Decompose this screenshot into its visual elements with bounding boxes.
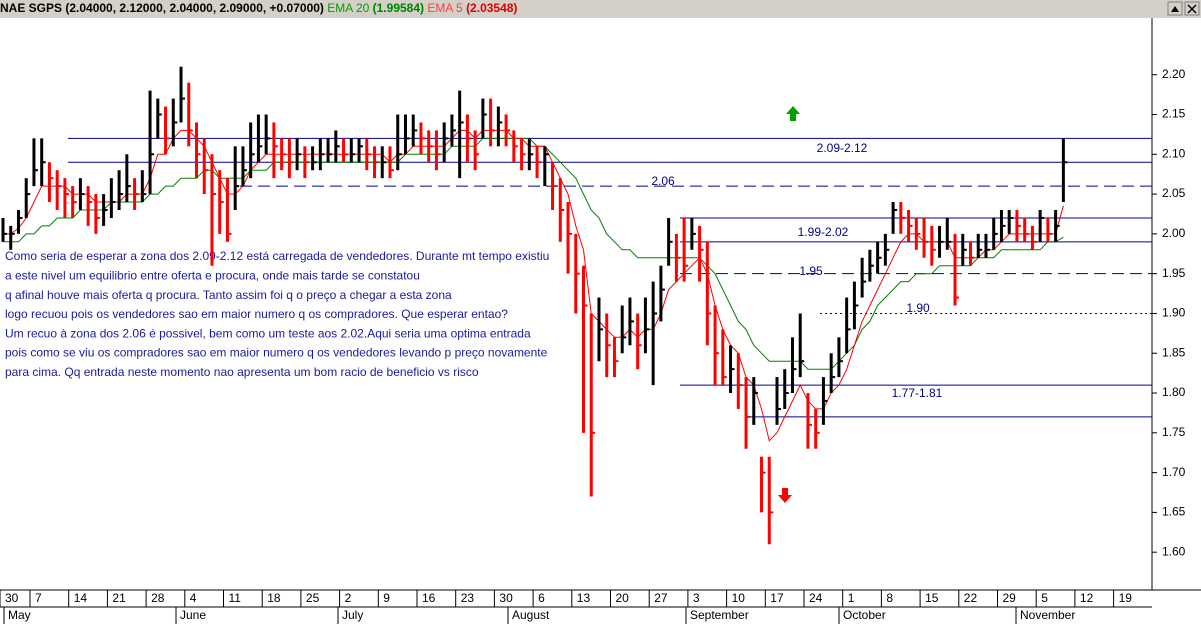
- month-label: November: [1020, 608, 1075, 622]
- y-tick-label: 1.60: [1162, 544, 1186, 558]
- x-tick-label: 29: [1003, 591, 1017, 605]
- down-arrow: [778, 488, 792, 503]
- ema20-value: (1.99584): [373, 1, 424, 15]
- y-tick-label: 2.10: [1162, 146, 1186, 160]
- x-tick-label: 17: [770, 591, 784, 605]
- header-bar: [0, 0, 1201, 18]
- x-tick-label: 28: [151, 591, 165, 605]
- x-tick-label: 18: [267, 591, 281, 605]
- x-tick-label: 27: [654, 591, 668, 605]
- y-tick-label: 1.85: [1162, 345, 1186, 359]
- level-label: 1.90: [906, 301, 930, 315]
- x-tick-label: 3: [693, 591, 700, 605]
- level-label: 2.09-2.12: [817, 141, 868, 155]
- ema-line: [3, 129, 1064, 442]
- month-label: September: [690, 608, 749, 622]
- annotation-line: para cima. Qq entrada neste momento nao …: [5, 365, 479, 379]
- x-tick-label: 10: [732, 591, 746, 605]
- x-tick-label: 22: [964, 591, 978, 605]
- ema5-value: (2.03548): [466, 1, 517, 15]
- annotation: Como seria de esperar a zona dos 2.09-2.…: [5, 249, 549, 379]
- x-tick-label: 30: [5, 591, 19, 605]
- y-tick-label: 2.20: [1162, 67, 1186, 81]
- x-icon: [1187, 4, 1197, 14]
- month-label: October: [843, 608, 886, 622]
- y-tick-label: 1.65: [1162, 505, 1186, 519]
- x-tick-label: 13: [577, 591, 591, 605]
- x-tick-label: 30: [499, 591, 513, 605]
- x-tick-label: 11: [229, 591, 242, 605]
- annotation-line: Como seria de esperar a zona dos 2.09-2.…: [5, 249, 549, 263]
- x-tick-label: 7: [35, 591, 42, 605]
- y-tick-label: 1.75: [1162, 425, 1186, 439]
- y-tick-label: 1.80: [1162, 385, 1186, 399]
- month-label: July: [342, 608, 363, 622]
- x-tick-label: 16: [422, 591, 436, 605]
- x-tick-label: 19: [1119, 591, 1133, 605]
- x-tick-label: 24: [809, 591, 823, 605]
- level-label: 1.95: [799, 264, 823, 278]
- month-label: June: [180, 608, 206, 622]
- up-arrow: [786, 106, 800, 121]
- x-tick-label: 15: [925, 591, 939, 605]
- annotation-line: a este nivel um equilibrio entre oferta …: [5, 268, 420, 282]
- x-tick-label: 23: [461, 591, 475, 605]
- ema-line: [3, 137, 1064, 370]
- annotation-line: pois como se viu os compradores sao em m…: [5, 346, 548, 360]
- annotation-line: q afinal houve mais oferta q procura. Ta…: [5, 288, 452, 302]
- level-label: 1.77-1.81: [892, 386, 943, 400]
- header: NAE SGPS (2.04000, 2.12000, 2.04000, 2.0…: [0, 1, 517, 15]
- x-tick-label: 21: [112, 591, 126, 605]
- y-tick-label: 1.90: [1162, 306, 1186, 320]
- x-tick-label: 8: [886, 591, 893, 605]
- x-tick-label: 25: [306, 591, 320, 605]
- y-tick-label: 1.95: [1162, 266, 1186, 280]
- x-tick-label: 1: [848, 591, 855, 605]
- y-tick-label: 2.00: [1162, 226, 1186, 240]
- window-buttons: [1167, 1, 1200, 16]
- up-icon: [1171, 6, 1179, 12]
- x-tick-label: 2: [345, 591, 352, 605]
- x-tick-label: 14: [74, 591, 88, 605]
- quote: (2.04000, 2.12000, 2.04000, 2.09000, +0.…: [65, 1, 324, 15]
- month-label: August: [512, 608, 550, 622]
- y-tick-label: 1.70: [1162, 465, 1186, 479]
- annotation-line: logo recuou pois os vendedores sao em ma…: [5, 307, 508, 321]
- level-label: 2.06: [651, 174, 675, 188]
- ema20-label: EMA 20: [327, 1, 369, 15]
- ema5-label: EMA 5: [427, 1, 463, 15]
- x-tick-label: 5: [1041, 591, 1048, 605]
- x-tick-label: 6: [538, 591, 545, 605]
- x-tick-label: 20: [616, 591, 630, 605]
- y-tick-label: 2.15: [1162, 107, 1186, 121]
- x-tick-label: 9: [383, 591, 390, 605]
- symbol: NAE SGPS: [0, 1, 62, 15]
- x-tick-label: 4: [190, 591, 197, 605]
- level-label: 1.99-2.02: [798, 225, 849, 239]
- annotation-line: Um recuo à zona dos 2.06 é possivel, bem…: [5, 326, 531, 340]
- month-label: May: [8, 608, 31, 622]
- y-tick-label: 2.05: [1162, 186, 1186, 200]
- x-tick-label: 12: [1080, 591, 1094, 605]
